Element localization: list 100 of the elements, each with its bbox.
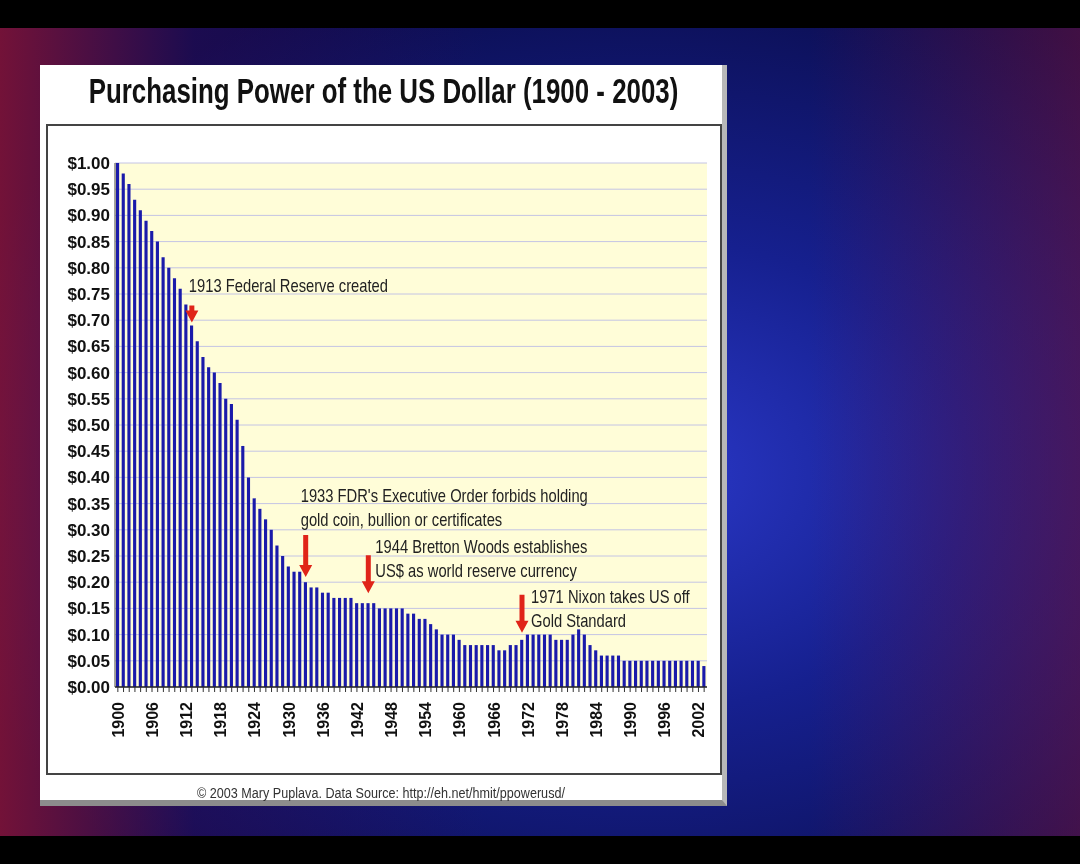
bar bbox=[491, 645, 495, 687]
y-tick-label: $0.50 bbox=[67, 415, 110, 435]
bar bbox=[651, 660, 655, 687]
bar bbox=[264, 519, 268, 687]
bar bbox=[315, 587, 319, 687]
bar bbox=[605, 655, 609, 687]
bar bbox=[144, 220, 148, 687]
y-tick-label: $0.05 bbox=[67, 651, 110, 671]
bar bbox=[389, 608, 393, 687]
bar bbox=[446, 634, 450, 687]
bar bbox=[520, 639, 524, 687]
bar bbox=[286, 566, 290, 687]
bar bbox=[116, 163, 120, 687]
bar bbox=[195, 341, 199, 687]
bar bbox=[537, 634, 541, 687]
bar bbox=[594, 650, 598, 687]
x-tick-label: 1906 bbox=[143, 701, 161, 738]
bar bbox=[207, 367, 211, 687]
bar bbox=[577, 629, 581, 687]
bar bbox=[702, 666, 706, 687]
bar bbox=[531, 634, 535, 687]
x-tick-label: 1984 bbox=[587, 701, 605, 738]
y-tick-label: $0.20 bbox=[67, 572, 110, 592]
bar bbox=[252, 498, 256, 687]
bar bbox=[474, 645, 478, 687]
x-tick-label: 1960 bbox=[450, 701, 468, 738]
bar bbox=[150, 231, 154, 687]
bar bbox=[246, 477, 251, 687]
y-tick-label: $0.65 bbox=[67, 336, 110, 356]
y-tick-label: $0.40 bbox=[67, 467, 110, 487]
y-tick-label: $0.80 bbox=[67, 258, 110, 278]
bar bbox=[258, 508, 262, 687]
bar bbox=[429, 624, 433, 687]
x-tick-label: 1966 bbox=[485, 701, 503, 738]
x-tick-label: 2002 bbox=[689, 701, 707, 738]
bar bbox=[155, 241, 159, 687]
bar bbox=[639, 660, 643, 687]
bar bbox=[161, 257, 165, 687]
bar bbox=[235, 419, 239, 687]
x-tick-label: 1990 bbox=[621, 701, 639, 738]
bar bbox=[366, 603, 370, 687]
bar bbox=[332, 597, 336, 687]
bar bbox=[400, 608, 404, 687]
text: © 2003 Mary Puplava. Data Source: http://eh.net/hmit/ppowerusd/ bbox=[196, 784, 566, 802]
bar bbox=[377, 608, 381, 687]
x-tick-label: 1918 bbox=[211, 701, 229, 738]
bar bbox=[565, 639, 569, 687]
bar bbox=[457, 639, 461, 687]
bar bbox=[434, 629, 438, 687]
bar bbox=[241, 445, 245, 687]
bar bbox=[548, 634, 552, 687]
bar bbox=[662, 660, 666, 687]
annotation: 1971 Nixon takes US off Gold Standard bbox=[531, 586, 691, 631]
bar bbox=[571, 634, 575, 687]
bar bbox=[138, 210, 142, 687]
bar bbox=[360, 603, 364, 687]
x-tick-label: 1900 bbox=[109, 701, 127, 738]
bar bbox=[229, 404, 233, 687]
bar bbox=[560, 639, 564, 687]
bar bbox=[668, 660, 672, 687]
x-tick-label: 1924 bbox=[245, 701, 263, 738]
bar bbox=[269, 529, 273, 687]
y-tick-label: $0.00 bbox=[67, 677, 110, 697]
bar bbox=[167, 267, 171, 687]
bar bbox=[355, 603, 359, 687]
y-tick-label: $1.00 bbox=[67, 153, 110, 173]
bar bbox=[292, 571, 296, 687]
bar bbox=[554, 639, 558, 687]
y-tick-label: $0.55 bbox=[67, 389, 110, 409]
bar bbox=[463, 645, 467, 687]
x-tick-label: 1948 bbox=[382, 701, 400, 738]
bar bbox=[201, 356, 205, 687]
bar bbox=[127, 183, 131, 687]
y-tick-label: $0.30 bbox=[67, 520, 110, 540]
bar bbox=[172, 278, 177, 687]
x-tick-label: 1954 bbox=[416, 701, 434, 738]
bar bbox=[690, 660, 695, 687]
bar bbox=[343, 597, 347, 687]
bar bbox=[673, 660, 677, 687]
y-tick-label: $0.15 bbox=[67, 598, 110, 618]
bar bbox=[497, 650, 501, 687]
bar bbox=[685, 660, 689, 687]
annotation: 1944 Bretton Woods establishes US$ as world reserve currency bbox=[375, 536, 588, 581]
bar bbox=[622, 660, 626, 687]
x-tick-label: 1996 bbox=[655, 701, 673, 738]
bar bbox=[224, 398, 228, 687]
bar bbox=[616, 655, 621, 687]
x-tick-label: 1972 bbox=[519, 701, 537, 738]
bar bbox=[121, 173, 125, 687]
y-tick-label: $0.60 bbox=[67, 363, 110, 383]
bar bbox=[468, 645, 473, 687]
bar bbox=[486, 645, 490, 687]
y-tick-label: $0.95 bbox=[67, 179, 110, 199]
bar bbox=[582, 634, 586, 687]
bar bbox=[514, 645, 518, 687]
chart-title: Purchasing Power of the US Dollar (1900 - 2003) bbox=[88, 71, 679, 111]
bar bbox=[281, 556, 285, 687]
bar bbox=[320, 592, 325, 687]
bar bbox=[178, 288, 182, 687]
x-tick-label: 1936 bbox=[314, 701, 332, 738]
